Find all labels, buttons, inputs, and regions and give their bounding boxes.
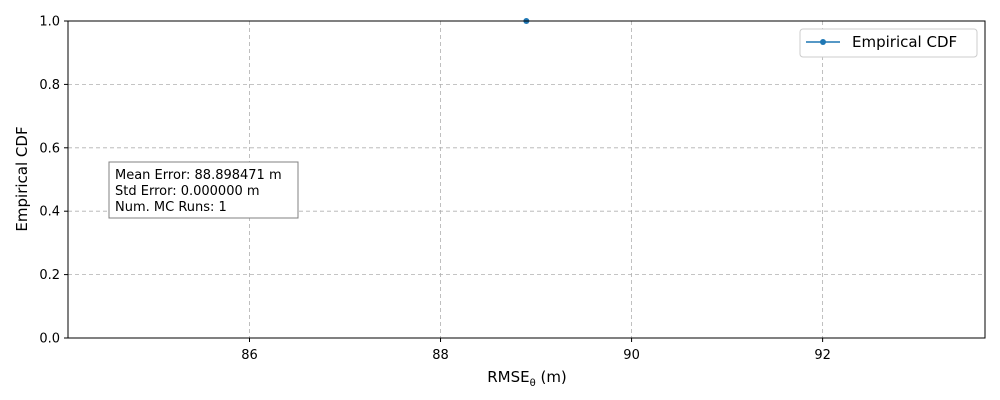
y-tick-label: 0.2 — [39, 268, 60, 283]
x-tick-label: 90 — [623, 348, 640, 363]
x-axis-label: RMSEθ (m) — [487, 368, 567, 389]
plot-frame — [67, 20, 986, 339]
y-tick-label: 0.4 — [39, 205, 60, 220]
mean-error-text: Mean Error: 88.898471 m — [115, 168, 282, 183]
x-tick-label: 86 — [241, 348, 258, 363]
y-tick-label: 0.6 — [39, 141, 60, 156]
legend-point-marker — [820, 39, 826, 45]
legend: Empirical CDF — [799, 28, 978, 58]
legend-box — [799, 28, 978, 58]
x-tick-label: 92 — [814, 348, 831, 363]
y-tick-label: 0.8 — [39, 78, 60, 93]
stats-box — [108, 161, 299, 219]
x-tick-label: 88 — [432, 348, 449, 363]
legend-label: Empirical CDF — [852, 33, 957, 51]
stats-annotation: Mean Error: 88.898471 m Std Error: 0.000… — [108, 161, 299, 219]
y-axis-label: Empirical CDF — [13, 126, 31, 231]
y-tick-label: 0.0 — [39, 332, 60, 347]
mc-runs-text: Num. MC Runs: 1 — [115, 200, 227, 215]
y-axis-ticks: 0.0 0.2 0.4 0.6 0.8 1.0 — [39, 15, 68, 347]
y-tick-label: 1.0 — [39, 15, 60, 30]
std-error-text: Std Error: 0.000000 m — [115, 184, 260, 199]
x-axis-ticks: 86 88 90 92 — [241, 338, 831, 363]
